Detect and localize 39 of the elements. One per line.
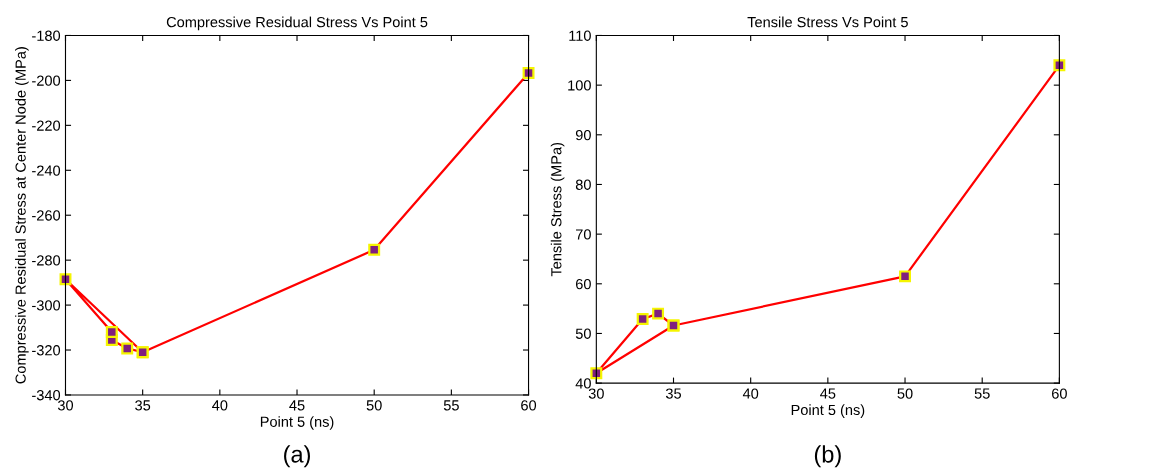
x-axis-title: Point 5 (ns) bbox=[260, 416, 334, 430]
y-axis-title: Compressive Residual Stress at Center Node (MPa) bbox=[15, 47, 29, 384]
y-tick-label: -200 bbox=[32, 75, 61, 86]
y-tick-label: 80 bbox=[575, 179, 591, 190]
x-tick-label: 45 bbox=[820, 388, 836, 399]
y-tick-label: 50 bbox=[575, 328, 591, 339]
chart-title: Compressive Residual Stress Vs Point 5 bbox=[166, 16, 428, 31]
x-tick-label: 40 bbox=[742, 388, 759, 399]
y-tick-label: -260 bbox=[32, 210, 61, 221]
x-tick-label: 35 bbox=[665, 388, 682, 399]
y-tick-label: -240 bbox=[32, 165, 61, 176]
y-tick-label: 110 bbox=[569, 30, 591, 41]
text: (a) bbox=[284, 445, 310, 468]
y-tick-label: 90 bbox=[575, 129, 591, 141]
y-tick-label: 60 bbox=[575, 278, 591, 290]
y-tick-label: 70 bbox=[576, 229, 591, 240]
x-tick-label: 60 bbox=[1052, 388, 1067, 399]
x-tick-label: 35 bbox=[135, 400, 151, 411]
y-tick-label: -180 bbox=[32, 30, 61, 41]
y-tick-label: -320 bbox=[32, 345, 61, 356]
x-tick-label: 55 bbox=[443, 400, 459, 411]
x-tick-label: 50 bbox=[366, 400, 382, 411]
x-axis-title: Point 5 (ns) bbox=[791, 404, 865, 418]
x-tick-label: 60 bbox=[521, 400, 537, 411]
y-tick-label: 100 bbox=[568, 80, 591, 91]
x-tick-label: 45 bbox=[289, 400, 305, 411]
y-tick-label: 40 bbox=[575, 378, 591, 389]
y-tick-label: -220 bbox=[32, 120, 61, 131]
x-tick-label: 30 bbox=[57, 400, 74, 411]
chart-title: Tensile Stress Vs Point 5 bbox=[747, 16, 908, 28]
text: (b) bbox=[814, 445, 841, 468]
x-tick-label: 55 bbox=[974, 388, 990, 399]
y-axis-title: Tensile Stress (MPa) bbox=[550, 142, 565, 277]
y-tick-label: -300 bbox=[32, 300, 61, 311]
y-tick-label: -340 bbox=[32, 390, 61, 401]
x-tick-label: 50 bbox=[897, 388, 913, 399]
y-tick-label: -280 bbox=[32, 255, 61, 266]
x-tick-label: 30 bbox=[588, 388, 604, 399]
x-tick-label: 40 bbox=[212, 400, 228, 411]
